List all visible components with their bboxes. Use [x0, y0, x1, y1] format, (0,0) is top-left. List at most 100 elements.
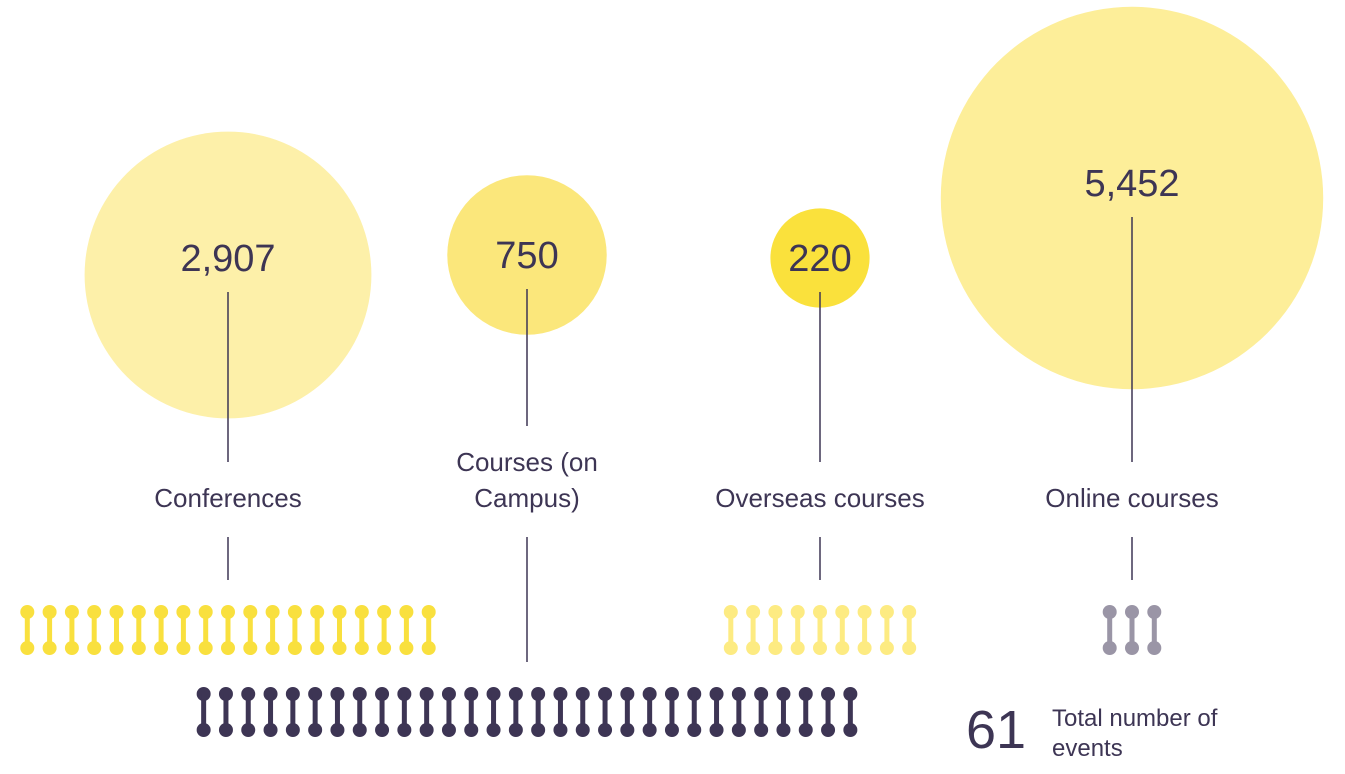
event-icon-bar: [334, 694, 340, 730]
event-icon-bar: [381, 612, 387, 648]
event-icon-bar: [357, 694, 363, 730]
value-label: 750: [495, 235, 558, 277]
event-icon-bottom: [731, 723, 746, 737]
event-icon-bar: [337, 612, 342, 648]
event-icon-bottom: [790, 641, 805, 655]
event-icon-bottom: [441, 723, 456, 737]
event-icon-bar: [691, 694, 697, 730]
event-icon-bottom: [310, 641, 325, 655]
event-icon-bar: [403, 612, 409, 648]
category-label: Courses (on Campus): [456, 447, 598, 513]
event-icon-bottom: [798, 723, 813, 737]
event-icon-bar: [426, 612, 432, 648]
event-icon-bar: [180, 612, 186, 648]
event-icon-bottom: [553, 723, 568, 737]
event-icons: [1102, 605, 1162, 655]
event-icon-bar: [847, 694, 853, 730]
event-icon-bar: [839, 612, 845, 648]
event-icon-bar: [647, 694, 653, 730]
event-icon-bottom: [243, 641, 258, 655]
event-icon-bottom: [421, 641, 436, 655]
event-icon-bar: [513, 694, 519, 730]
event-icon-bar: [312, 694, 318, 730]
event-icon-bottom: [776, 723, 791, 737]
event-icon-bar: [424, 694, 430, 730]
event-icon-bar: [728, 612, 734, 648]
event-icon-bottom: [821, 723, 836, 737]
event-icon-bar: [468, 694, 474, 730]
event-icon-bar: [268, 694, 274, 730]
event-icon-bar: [359, 612, 365, 648]
event-icon-bar: [91, 612, 97, 648]
event-icon-bottom: [263, 723, 278, 737]
event-icon-bar: [736, 694, 742, 730]
event-icon-bar: [884, 612, 890, 648]
event-icon-bottom: [857, 641, 872, 655]
event-icon-bottom: [664, 723, 679, 737]
event-icon-bottom: [330, 723, 345, 737]
event-icon-bottom: [332, 641, 347, 655]
event-icon-bottom: [1125, 641, 1139, 655]
event-icon-bottom: [746, 641, 761, 655]
event-icon-bottom: [879, 641, 894, 655]
event-icon-bar: [290, 694, 296, 730]
event-icon-bottom: [308, 723, 323, 737]
event-icon-bar: [624, 694, 630, 730]
event-icon-bottom: [723, 641, 738, 655]
event-icon-bottom: [154, 641, 169, 655]
event-icon-bottom: [221, 641, 235, 655]
event-icon-bar: [602, 694, 608, 730]
event-icon-bar: [446, 694, 452, 730]
event-icon-bar: [203, 612, 209, 648]
total-events: 61: [966, 700, 1027, 760]
event-icon-bottom: [354, 641, 369, 655]
event-icon-bottom: [508, 723, 523, 737]
event-icon-bottom: [285, 723, 300, 737]
total-label: Total number of events: [1052, 705, 1218, 762]
event-icon-bar: [750, 612, 756, 648]
event-icon-bottom: [642, 723, 657, 737]
event-icon-bar: [1129, 612, 1135, 648]
event-icon-bottom: [768, 641, 783, 655]
event-icon-bar: [158, 612, 164, 648]
bubble: [940, 6, 1324, 390]
bubble: [770, 208, 870, 308]
event-icon-bar: [24, 612, 30, 648]
event-icon-bar: [247, 612, 253, 648]
event-icon-bar: [825, 694, 831, 730]
event-icon-bar: [772, 612, 778, 648]
event-icon-bar: [535, 694, 541, 730]
event-icon-bottom: [375, 723, 390, 737]
event-icon-bar: [223, 694, 229, 730]
event-icon-bar: [669, 694, 675, 730]
event-icon-bar: [47, 612, 53, 648]
event-icon-bar: [862, 612, 868, 648]
event-icon-bottom: [1102, 641, 1117, 655]
event-icon-bar: [401, 694, 407, 730]
event-icon-bottom: [902, 641, 917, 655]
event-icon-bottom: [464, 723, 479, 737]
event-icon-bottom: [397, 723, 412, 737]
event-icon-bottom: [1147, 641, 1162, 655]
event-icon-bottom: [419, 723, 434, 737]
event-icon-bottom: [198, 641, 213, 655]
event-icon-bar: [491, 694, 497, 730]
event-icon-bar: [795, 612, 801, 648]
event-icon-bar: [379, 694, 385, 730]
event-icon-bar: [136, 612, 142, 648]
event-icon-bottom: [109, 641, 124, 655]
event-icon-bottom: [241, 723, 256, 737]
event-icon-bottom: [709, 723, 724, 737]
event-icon-bar: [270, 612, 276, 648]
event-icon-bar: [225, 612, 231, 648]
event-icon-bottom: [843, 723, 858, 737]
event-icon-bottom: [64, 641, 79, 655]
event-icon-bottom: [575, 723, 590, 737]
event-icon-bottom: [287, 641, 302, 655]
event-icon-bottom: [20, 641, 35, 655]
event-icon-bar: [245, 694, 251, 730]
event-icon-bar: [803, 694, 809, 730]
event-icon-bottom: [486, 723, 501, 737]
event-icon-bar: [69, 612, 75, 648]
